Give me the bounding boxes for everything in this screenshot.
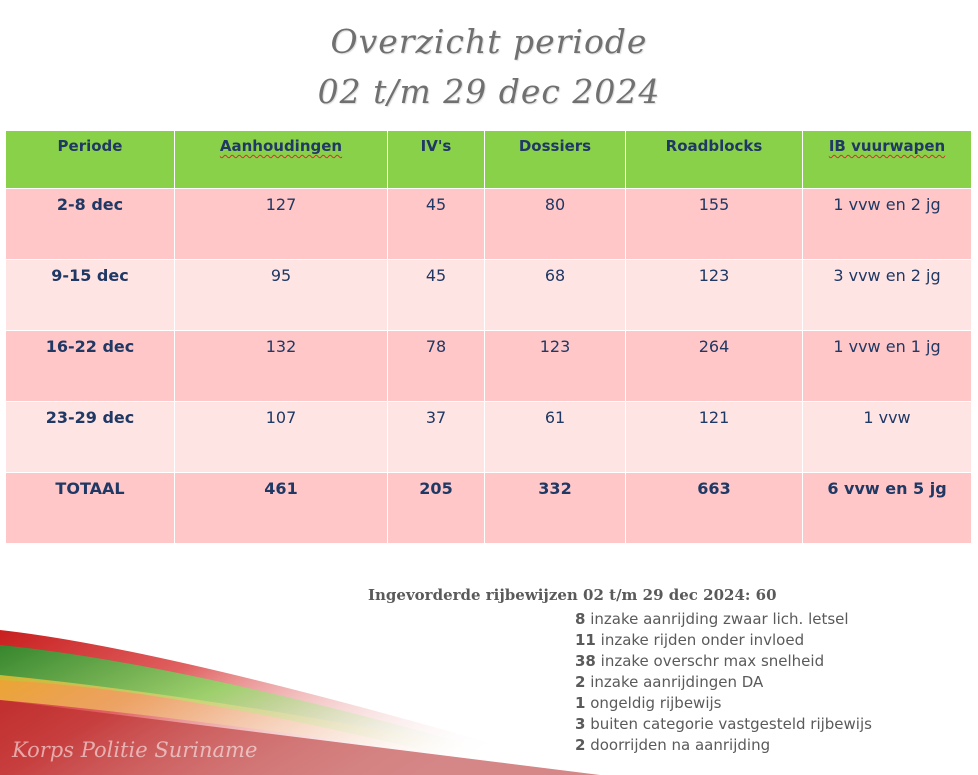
note-count: 8 [575,610,586,628]
note-text: inzake aanrijding zwaar lich. letsel [590,610,849,628]
cell-period: 9-15 dec [5,259,175,331]
page-title-line1: Overzicht periode [330,22,648,61]
table-row: 2-8 dec 127 45 80 155 1 vvw en 2 jg [5,188,972,260]
list-item: 2 inzake aanrijdingen DA [575,672,872,693]
cell-total-aanhoudingen: 461 [174,472,388,544]
list-item: 3 buiten categorie vastgesteld rijbewijs [575,714,872,735]
cell-period: 23-29 dec [5,401,175,473]
cell-ib-vuurwapen: 3 vvw en 2 jg [802,259,972,331]
note-text: buiten categorie vastgesteld rijbewijs [590,715,872,733]
list-item: 2 doorrijden na aanrijding [575,735,872,756]
cell-roadblocks: 123 [625,259,803,331]
cell-aanhoudingen: 95 [174,259,388,331]
cell-ivs: 37 [387,401,485,473]
cell-ivs: 45 [387,259,485,331]
cell-dossiers: 80 [484,188,626,260]
cell-ib-vuurwapen: 1 vvw [802,401,972,473]
cell-roadblocks: 121 [625,401,803,473]
cell-total-label: TOTAAL [5,472,175,544]
list-item: 1 ongeldig rijbewijs [575,693,872,714]
cell-total-roadblocks: 663 [625,472,803,544]
cell-period: 2-8 dec [5,188,175,260]
table-header-row: Periode Aanhoudingen IV's Dossiers Roadb… [5,130,972,189]
overview-table: Periode Aanhoudingen IV's Dossiers Roadb… [5,130,972,544]
column-header-dossiers: Dossiers [484,130,626,189]
cell-dossiers: 68 [484,259,626,331]
cell-aanhoudingen: 132 [174,330,388,402]
cell-roadblocks: 155 [625,188,803,260]
cell-dossiers: 61 [484,401,626,473]
column-header-aanhoudingen: Aanhoudingen [174,130,388,189]
note-count: 3 [575,715,586,733]
note-count: 2 [575,673,586,691]
cell-ib-vuurwapen: 1 vvw en 2 jg [802,188,972,260]
note-count: 2 [575,736,586,754]
notes-list: 8 inzake aanrijding zwaar lich. letsel 1… [575,609,872,756]
column-header-ib-vuurwapen: IB vuurwapen [802,130,972,189]
column-header-roadblocks: Roadblocks [625,130,803,189]
note-text: inzake overschr max snelheid [600,652,825,670]
cell-period: 16-22 dec [5,330,175,402]
note-text: doorrijden na aanrijding [590,736,771,754]
note-text: inzake rijden onder invloed [600,631,805,649]
cell-ivs: 45 [387,188,485,260]
note-text: ongeldig rijbewijs [590,694,722,712]
cell-dossiers: 123 [484,330,626,402]
table-total-row: TOTAAL 461 205 332 663 6 vvw en 5 jg [5,472,972,544]
cell-total-dossiers: 332 [484,472,626,544]
cell-aanhoudingen: 127 [174,188,388,260]
cell-roadblocks: 264 [625,330,803,402]
list-item: 38 inzake overschr max snelheid [575,651,872,672]
brand-logo-text: Korps Politie Suriname [12,738,258,762]
note-count: 38 [575,652,596,670]
table-row: 16-22 dec 132 78 123 264 1 vvw en 1 jg [5,330,972,402]
notes-title: Ingevorderde rijbewijzen 02 t/m 29 dec 2… [368,586,777,604]
table-row: 23-29 dec 107 37 61 121 1 vvw [5,401,972,473]
list-item: 11 inzake rijden onder invloed [575,630,872,651]
note-count: 11 [575,631,596,649]
page-title-line2: 02 t/m 29 dec 2024 [317,72,661,111]
cell-aanhoudingen: 107 [174,401,388,473]
cell-total-ivs: 205 [387,472,485,544]
cell-ivs: 78 [387,330,485,402]
table-row: 9-15 dec 95 45 68 123 3 vvw en 2 jg [5,259,972,331]
list-item: 8 inzake aanrijding zwaar lich. letsel [575,609,872,630]
column-header-periode: Periode [5,130,175,189]
cell-total-ib-vuurwapen: 6 vvw en 5 jg [802,472,972,544]
note-text: inzake aanrijdingen DA [590,673,764,691]
decorative-swoosh [0,630,600,775]
column-header-ivs: IV's [387,130,485,189]
cell-ib-vuurwapen: 1 vvw en 1 jg [802,330,972,402]
note-count: 1 [575,694,586,712]
